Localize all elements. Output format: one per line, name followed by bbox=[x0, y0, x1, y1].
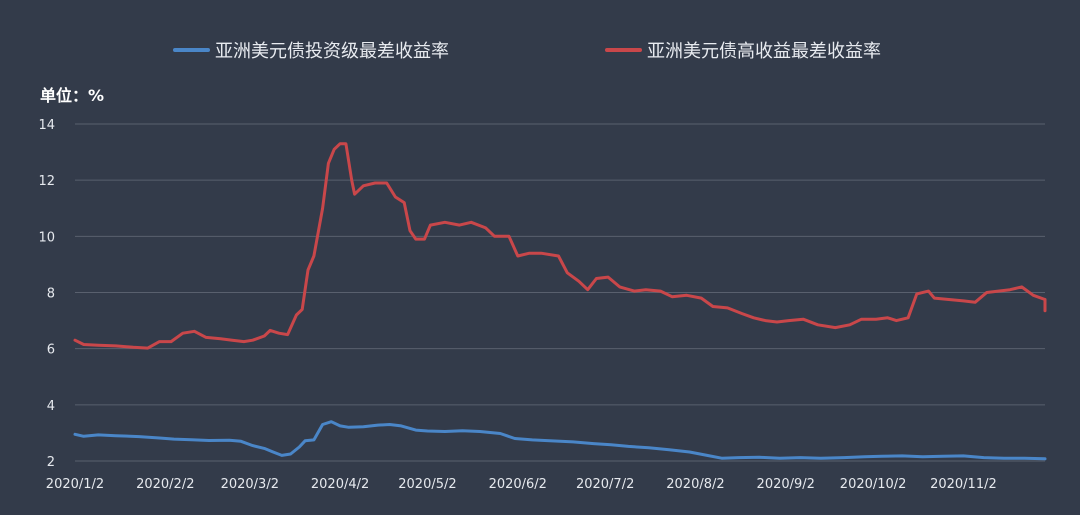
series-line-high-yield bbox=[73, 142, 1047, 350]
y-tick-label: 6 bbox=[47, 343, 55, 358]
x-tick-label: 2020/8/2 bbox=[666, 477, 724, 492]
series-lines bbox=[73, 142, 1047, 461]
y-axis-ticks: 2 4 6 8 10 12 14 bbox=[38, 118, 55, 470]
y-axis-unit-label: 单位：% bbox=[40, 86, 104, 105]
x-tick-label: 2020/11/2 bbox=[930, 477, 997, 492]
x-tick-label: 2020/1/2 bbox=[46, 477, 104, 492]
x-tick-label: 2020/10/2 bbox=[840, 477, 907, 492]
x-tick-label: 2020/5/2 bbox=[398, 477, 456, 492]
x-tick-label: 2020/6/2 bbox=[489, 477, 547, 492]
x-axis-ticks: 2020/1/2 2020/2/2 2020/3/2 2020/4/2 2020/5/2… bbox=[46, 477, 997, 492]
x-tick-label: 2020/7/2 bbox=[576, 477, 634, 492]
x-tick-label: 2020/9/2 bbox=[757, 477, 815, 492]
y-tick-label: 14 bbox=[38, 118, 55, 133]
y-tick-label: 10 bbox=[38, 230, 55, 245]
gridlines bbox=[75, 123, 1045, 462]
x-tick-label: 2020/4/2 bbox=[311, 477, 369, 492]
legend-label-investment-grade: 亚洲美元债投资级最差收益率 bbox=[215, 41, 449, 62]
legend-label-high-yield: 亚洲美元债高收益最差收益率 bbox=[647, 41, 881, 62]
x-tick-label: 2020/2/2 bbox=[136, 477, 194, 492]
series-line-investment-grade bbox=[73, 420, 1047, 461]
x-tick-label: 2020/3/2 bbox=[221, 477, 279, 492]
y-tick-label: 4 bbox=[47, 399, 55, 414]
legend: 亚洲美元债投资级最差收益率 亚洲美元债高收益最差收益率 bbox=[173, 41, 881, 62]
y-tick-label: 12 bbox=[38, 174, 55, 189]
y-tick-label: 8 bbox=[47, 287, 55, 302]
y-tick-label: 2 bbox=[47, 455, 55, 470]
